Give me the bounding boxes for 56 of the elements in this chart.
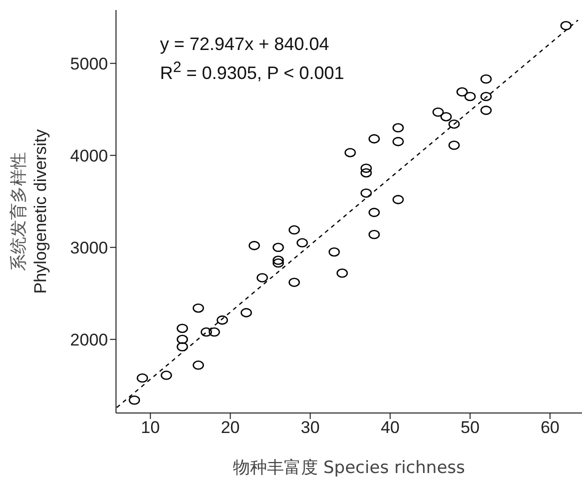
point: [288, 278, 300, 287]
point: [216, 315, 228, 325]
annotation: y = 72.947x + 840.04: [160, 33, 330, 56]
point: [192, 360, 204, 370]
point: [296, 238, 308, 248]
x-tick-label: 10: [140, 418, 160, 438]
point: [392, 136, 404, 146]
point: [368, 134, 380, 144]
point: [432, 107, 444, 117]
point: [200, 327, 212, 337]
point: [360, 168, 372, 178]
point: [368, 208, 380, 218]
point: [176, 324, 188, 333]
point: [192, 303, 204, 313]
point: [456, 87, 468, 97]
point: [448, 140, 460, 150]
x-tick-label: 20: [220, 418, 240, 438]
point: [240, 308, 252, 318]
point: [248, 240, 260, 250]
point: [176, 342, 188, 352]
x-axis-title: 物种丰富度 Species richness: [232, 458, 466, 478]
y-tick-label: 2000: [70, 330, 108, 350]
y-tick-label: 3000: [70, 238, 108, 258]
point: [392, 123, 404, 132]
point: [360, 164, 372, 173]
y-axis-title: 系统发育多样性 Phylogenetic diversity: [9, 128, 50, 294]
point: [176, 334, 188, 344]
point: [160, 370, 172, 380]
x-tick-label: 60: [540, 418, 560, 438]
point: [136, 373, 148, 383]
point: [344, 148, 356, 158]
x-tick-label: 50: [460, 418, 480, 438]
point: [272, 242, 284, 252]
point: [448, 119, 460, 129]
point: [392, 194, 404, 204]
point: [288, 225, 300, 235]
x-tick-label: 30: [300, 418, 320, 438]
point: [368, 230, 380, 240]
point: [208, 327, 220, 337]
point: [128, 395, 140, 405]
point: [328, 247, 340, 257]
point: [560, 20, 572, 30]
point: [360, 188, 372, 198]
point: [256, 273, 268, 282]
x-tick-label: 40: [380, 418, 400, 438]
point: [480, 92, 492, 102]
point: [336, 268, 348, 278]
point: [440, 112, 452, 122]
point: [464, 92, 476, 102]
point: [480, 74, 492, 84]
point: [272, 258, 284, 268]
y-tick-label: 4000: [70, 146, 108, 166]
annotation: R$^{2}$ = 0.9305, P < 0.001: [160, 58, 344, 85]
y-tick-label: 5000: [70, 54, 108, 74]
point: [272, 256, 284, 265]
point: [480, 106, 492, 115]
